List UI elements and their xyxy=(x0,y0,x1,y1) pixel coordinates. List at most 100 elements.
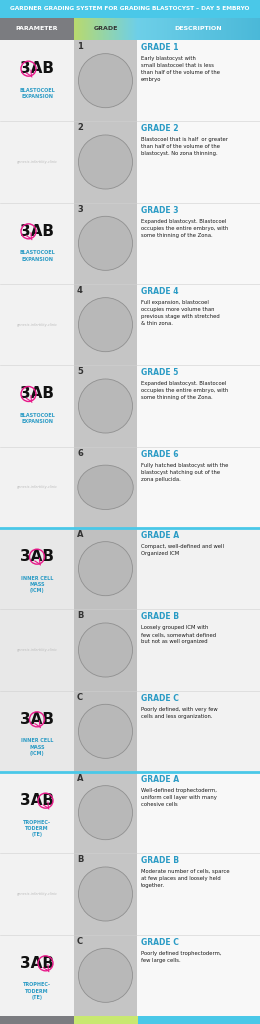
Text: genesis-infertility-clinic: genesis-infertility-clinic xyxy=(17,485,57,489)
Text: BLASTOCOEL
EXPANSION: BLASTOCOEL EXPANSION xyxy=(19,413,55,424)
FancyBboxPatch shape xyxy=(217,18,218,40)
Text: GRADE B: GRADE B xyxy=(141,612,179,622)
FancyBboxPatch shape xyxy=(106,18,107,40)
FancyBboxPatch shape xyxy=(250,18,251,40)
FancyBboxPatch shape xyxy=(83,18,84,40)
FancyBboxPatch shape xyxy=(116,18,117,40)
FancyBboxPatch shape xyxy=(206,18,207,40)
Text: 4: 4 xyxy=(77,286,83,295)
FancyBboxPatch shape xyxy=(233,18,234,40)
Text: 3AB: 3AB xyxy=(20,224,54,239)
FancyBboxPatch shape xyxy=(216,18,217,40)
Text: TROPHEC-
TODERM
(TE): TROPHEC- TODERM (TE) xyxy=(23,982,51,999)
FancyBboxPatch shape xyxy=(175,18,176,40)
FancyBboxPatch shape xyxy=(242,18,243,40)
FancyBboxPatch shape xyxy=(137,528,260,609)
FancyBboxPatch shape xyxy=(198,18,199,40)
FancyBboxPatch shape xyxy=(180,18,181,40)
Text: GRADE: GRADE xyxy=(93,27,118,32)
FancyBboxPatch shape xyxy=(141,18,142,40)
FancyBboxPatch shape xyxy=(74,1016,138,1024)
FancyBboxPatch shape xyxy=(209,18,210,40)
FancyBboxPatch shape xyxy=(143,18,144,40)
FancyBboxPatch shape xyxy=(0,18,74,40)
FancyBboxPatch shape xyxy=(223,18,224,40)
FancyBboxPatch shape xyxy=(102,18,103,40)
FancyBboxPatch shape xyxy=(158,18,159,40)
Text: C: C xyxy=(77,692,83,701)
FancyBboxPatch shape xyxy=(154,18,155,40)
FancyBboxPatch shape xyxy=(137,446,260,528)
Text: genesis-infertility-clinic: genesis-infertility-clinic xyxy=(17,160,57,164)
FancyBboxPatch shape xyxy=(79,18,80,40)
FancyBboxPatch shape xyxy=(145,18,146,40)
FancyBboxPatch shape xyxy=(200,18,201,40)
FancyBboxPatch shape xyxy=(160,18,161,40)
FancyBboxPatch shape xyxy=(184,18,185,40)
FancyBboxPatch shape xyxy=(214,18,215,40)
FancyBboxPatch shape xyxy=(199,18,200,40)
FancyBboxPatch shape xyxy=(120,18,121,40)
Text: Early blastocyst with
small blastocoel that is less
than half of the volume of t: Early blastocyst with small blastocoel t… xyxy=(141,56,220,82)
Ellipse shape xyxy=(79,785,133,840)
Text: GRADE A: GRADE A xyxy=(141,531,179,540)
Ellipse shape xyxy=(79,623,133,677)
FancyBboxPatch shape xyxy=(124,18,125,40)
FancyBboxPatch shape xyxy=(0,366,74,446)
Text: Loosely grouped ICM with
few cells, somewhat defined
but not as well organized: Loosely grouped ICM with few cells, some… xyxy=(141,626,216,644)
FancyBboxPatch shape xyxy=(258,18,259,40)
FancyBboxPatch shape xyxy=(103,18,104,40)
FancyBboxPatch shape xyxy=(0,772,74,853)
FancyBboxPatch shape xyxy=(132,18,133,40)
Text: DESCRIPTION: DESCRIPTION xyxy=(175,27,222,32)
FancyBboxPatch shape xyxy=(74,609,137,690)
Text: C: C xyxy=(77,937,83,946)
FancyBboxPatch shape xyxy=(178,18,179,40)
FancyBboxPatch shape xyxy=(107,18,108,40)
Text: Expanded blastocyst. Blastocoel
occupies the entire embryo, with
some thinning o: Expanded blastocyst. Blastocoel occupies… xyxy=(141,219,228,238)
FancyBboxPatch shape xyxy=(161,18,162,40)
FancyBboxPatch shape xyxy=(192,18,193,40)
FancyBboxPatch shape xyxy=(0,690,74,772)
FancyBboxPatch shape xyxy=(208,18,209,40)
FancyBboxPatch shape xyxy=(210,18,211,40)
FancyBboxPatch shape xyxy=(201,18,202,40)
FancyBboxPatch shape xyxy=(162,18,163,40)
FancyBboxPatch shape xyxy=(138,1016,260,1024)
FancyBboxPatch shape xyxy=(156,18,157,40)
FancyBboxPatch shape xyxy=(144,18,145,40)
FancyBboxPatch shape xyxy=(219,18,220,40)
Text: 3AB: 3AB xyxy=(20,61,54,76)
FancyBboxPatch shape xyxy=(151,18,152,40)
FancyBboxPatch shape xyxy=(96,18,97,40)
FancyBboxPatch shape xyxy=(155,18,156,40)
FancyBboxPatch shape xyxy=(81,18,82,40)
FancyBboxPatch shape xyxy=(170,18,171,40)
FancyBboxPatch shape xyxy=(169,18,170,40)
FancyBboxPatch shape xyxy=(248,18,249,40)
FancyBboxPatch shape xyxy=(137,121,260,203)
FancyBboxPatch shape xyxy=(137,18,138,40)
FancyBboxPatch shape xyxy=(101,18,102,40)
FancyBboxPatch shape xyxy=(259,18,260,40)
FancyBboxPatch shape xyxy=(231,18,232,40)
Text: 1: 1 xyxy=(77,42,83,51)
FancyBboxPatch shape xyxy=(86,18,87,40)
FancyBboxPatch shape xyxy=(74,935,137,1016)
FancyBboxPatch shape xyxy=(202,18,203,40)
FancyBboxPatch shape xyxy=(75,18,76,40)
FancyBboxPatch shape xyxy=(226,18,227,40)
Text: Expanded blastocyst. Blastocoel
occupies the entire embryo, with
some thinning o: Expanded blastocyst. Blastocoel occupies… xyxy=(141,381,228,400)
FancyBboxPatch shape xyxy=(99,18,100,40)
FancyBboxPatch shape xyxy=(74,853,137,935)
FancyBboxPatch shape xyxy=(221,18,222,40)
FancyBboxPatch shape xyxy=(111,18,112,40)
FancyBboxPatch shape xyxy=(204,18,205,40)
FancyBboxPatch shape xyxy=(182,18,183,40)
FancyBboxPatch shape xyxy=(74,40,137,121)
FancyBboxPatch shape xyxy=(115,18,116,40)
FancyBboxPatch shape xyxy=(121,18,122,40)
Text: INNER CELL
MASS
(ICM): INNER CELL MASS (ICM) xyxy=(21,738,53,756)
FancyBboxPatch shape xyxy=(212,18,213,40)
FancyBboxPatch shape xyxy=(246,18,247,40)
